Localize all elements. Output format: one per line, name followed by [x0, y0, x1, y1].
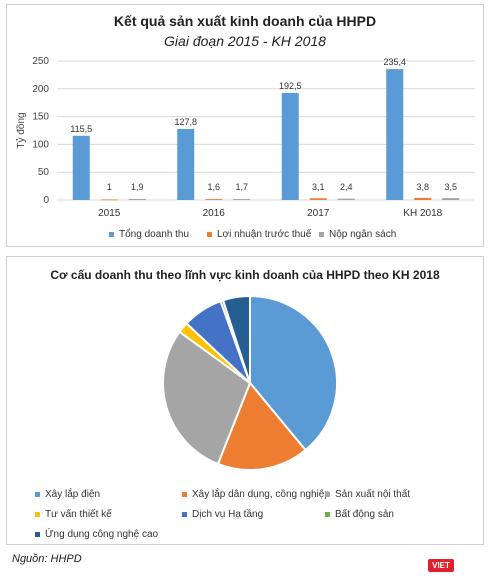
legend-item: Tư vấn thiết kế	[35, 509, 112, 520]
legend-swatch	[182, 492, 187, 497]
y-axis-label: Tỷ đồng	[15, 112, 27, 148]
source-note: Nguồn: HHPD	[12, 553, 82, 565]
legend-label: Lợi nhuận trước thuế	[217, 229, 312, 240]
x-tick-label: KH 2018	[403, 208, 442, 219]
bar-data-label: 2,4	[340, 182, 353, 192]
pie-chart-svg	[162, 294, 338, 471]
legend-swatch	[35, 512, 40, 517]
y-tick-label: 200	[32, 84, 49, 95]
legend-item: Tổng doanh thu	[109, 229, 189, 240]
bar-data-label: 115,5	[70, 124, 92, 134]
legend-label: Tổng doanh thu	[119, 229, 190, 240]
y-tick-label: 250	[32, 56, 49, 67]
bar	[414, 197, 432, 200]
bar	[100, 199, 118, 201]
legend-label: Bất động sản	[335, 509, 394, 520]
y-tick-label: 150	[32, 112, 49, 123]
bar-chart-title: Kết quả sản xuất kinh doanh của HHPD	[113, 13, 377, 29]
legend-swatch	[319, 232, 324, 237]
bar-data-label: 3,8	[416, 182, 429, 192]
bar-data-label: 127,8	[174, 117, 197, 127]
legend-swatch	[325, 492, 330, 497]
bar	[233, 199, 251, 200]
y-tick-label: 100	[32, 139, 49, 150]
bar-data-label: 1	[107, 182, 112, 192]
legend-swatch	[207, 232, 212, 237]
y-tick-label: 0	[43, 195, 49, 206]
bar	[205, 199, 223, 200]
x-tick-label: 2016	[203, 208, 226, 219]
pie-slice	[221, 294, 251, 384]
bar	[337, 198, 355, 200]
legend-swatch	[35, 532, 40, 537]
pie-slice	[216, 381, 307, 471]
y-tick-label: 50	[38, 167, 50, 178]
pie-slice	[249, 294, 338, 452]
legend-swatch	[182, 512, 187, 517]
legend-item: Ứng dụng công nghệ cao	[35, 529, 158, 540]
legend-item: Xây lắp dân dụng, công nghiệp	[182, 489, 330, 500]
bar-data-label: 3,1	[312, 182, 325, 192]
bar	[442, 198, 460, 200]
legend-label: Sản xuất nội thất	[335, 489, 411, 500]
legend-item: Dịch vụ Hạ tầng	[182, 509, 263, 520]
bar-data-label: 3,5	[444, 182, 457, 192]
legend-item: Nộp ngân sách	[319, 229, 396, 240]
bar-data-label: 192,5	[279, 81, 302, 91]
legend-label: Xây lắp điện	[45, 489, 101, 500]
bar	[72, 135, 90, 200]
legend-swatch	[325, 512, 330, 517]
legend-label: Ứng dụng công nghệ cao	[45, 529, 159, 540]
bar-data-label: 235,4	[383, 57, 406, 67]
bar	[281, 92, 299, 200]
bar	[177, 128, 195, 200]
bar-data-label: 1,6	[207, 182, 220, 192]
bar-data-label: 1,9	[131, 182, 144, 192]
bar-chart-svg: 0 50 100 150 200 250 Tỷ đồng 2015 115,5 1 1,9 2016 1…	[15, 56, 475, 219]
pie-slice	[162, 330, 252, 466]
bar-chart-subtitle: Giai đoạn 2015 - KH 2018	[164, 33, 326, 49]
x-tick-label: 2017	[307, 208, 330, 219]
x-tick-label: 2015	[98, 208, 121, 219]
bar	[386, 69, 404, 200]
legend-label: Dịch vụ Hạ tầng	[192, 509, 264, 520]
legend-label: Xây lắp dân dụng, công nghiệp	[192, 489, 330, 500]
bar-data-label: 1,7	[235, 182, 248, 192]
legend-label: Tư vấn thiết kế	[45, 509, 112, 520]
legend-item: Lợi nhuận trước thuế	[207, 229, 311, 240]
legend-swatch	[35, 492, 40, 497]
bar	[128, 198, 146, 200]
legend-label: Nộp ngân sách	[329, 229, 397, 240]
legend-item: Sản xuất nội thất	[325, 489, 410, 500]
legend-item: Bất động sản	[325, 509, 394, 520]
pie-chart-title: Cơ cấu doanh thu theo lĩnh vực kinh doan…	[50, 268, 440, 282]
bar	[309, 198, 327, 200]
pie-chart-panel: Cơ cấu doanh thu theo lĩnh vực kinh doan…	[6, 256, 484, 545]
viet-logo: VIET	[428, 559, 454, 572]
legend-swatch	[109, 232, 114, 237]
legend-item: Xây lắp điện	[35, 489, 100, 500]
bar-chart-panel: Kết quả sản xuất kinh doanh của HHPD Gia…	[6, 4, 484, 247]
